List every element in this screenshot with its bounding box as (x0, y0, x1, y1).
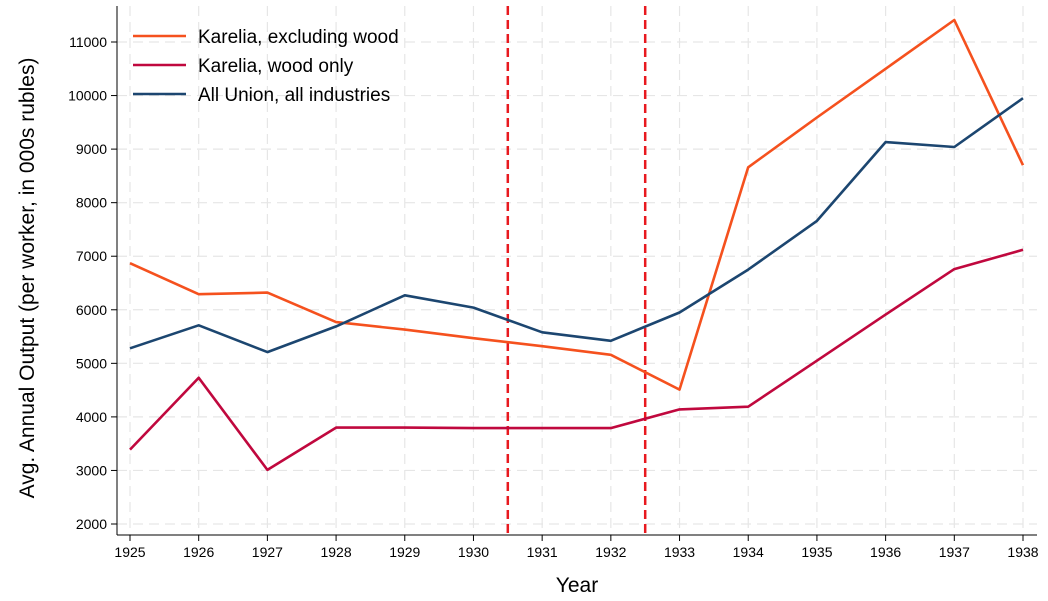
x-tick-label: 1931 (527, 544, 558, 560)
x-tick-label: 1937 (939, 544, 970, 560)
x-tick-label: 1935 (801, 544, 832, 560)
y-tick-label: 6000 (76, 302, 107, 318)
series-line (129, 97, 1024, 354)
y-axis-title: Avg. Annual Output (per worker, in 000s … (16, 58, 39, 499)
reference-lines (506, 6, 647, 535)
x-tick-label: 1934 (733, 544, 764, 560)
y-tick-label: 9000 (76, 141, 107, 157)
x-tick-label: 1933 (664, 544, 695, 560)
y-tick-label: 7000 (76, 248, 107, 264)
series-line (129, 18, 1025, 391)
x-tick-label: 1930 (458, 544, 489, 560)
y-axis-ticks: 2000 3000 4000 5000 6000 7000 8000 9000 10000 110… (68, 34, 117, 532)
y-tick-label: 5000 (76, 355, 107, 371)
x-tick-label: 1928 (320, 544, 351, 560)
x-tick-label: 1936 (870, 544, 901, 560)
y-tick-label: 3000 (76, 462, 107, 478)
series-lines (129, 18, 1025, 472)
series-line (129, 248, 1024, 472)
y-tick-label: 2000 (76, 516, 107, 532)
legend-label: All Union, all industries (198, 85, 390, 106)
y-tick-label: 8000 (76, 195, 107, 211)
y-tick-label: 10000 (68, 88, 107, 104)
x-axis-title: Year (556, 574, 598, 597)
x-tick-label: 1929 (389, 544, 420, 560)
x-axis-ticks: 1925 1926 1927 1928 1929 1930 1931 1932 1933 1934… (114, 535, 1039, 560)
gridlines (117, 6, 1037, 535)
x-tick-label: 1925 (114, 544, 145, 560)
y-tick-label: 11000 (69, 34, 107, 50)
x-tick-label: 1926 (183, 544, 214, 560)
legend-label: Karelia, excluding wood (198, 27, 399, 48)
x-tick-label: 1938 (1007, 544, 1038, 560)
legend-label: Karelia, wood only (198, 56, 354, 77)
legend: Karelia, excluding wood Karelia, wood onl… (133, 27, 399, 106)
x-tick-label: 1927 (252, 544, 283, 560)
y-tick-label: 4000 (76, 409, 107, 425)
x-tick-label: 1932 (595, 544, 626, 560)
plot-area (117, 6, 1037, 535)
